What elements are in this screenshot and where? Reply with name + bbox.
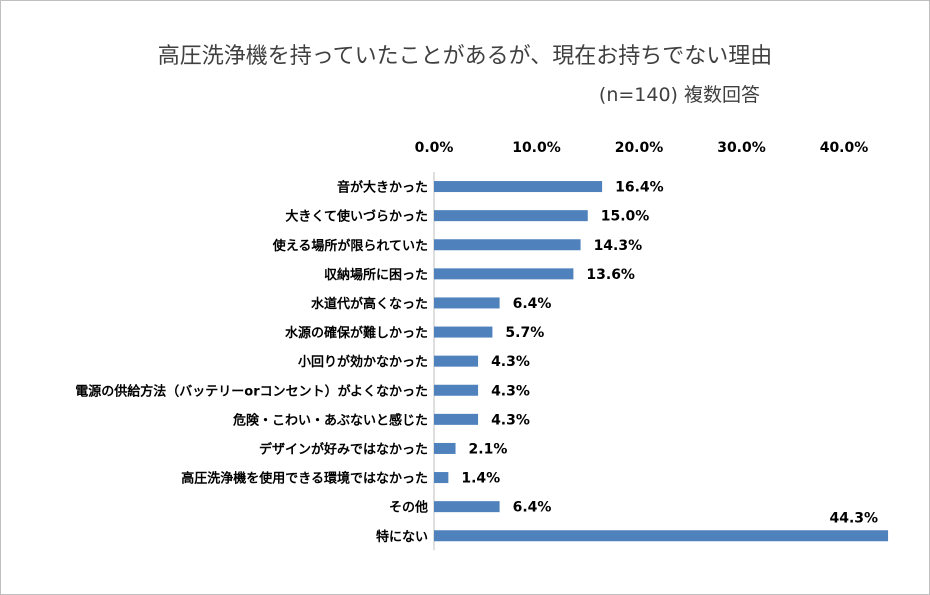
x-tick-label: 40.0%	[820, 140, 869, 156]
category-label: 収納場所に困った	[324, 267, 428, 283]
bar	[434, 530, 889, 542]
bar	[434, 442, 456, 454]
bar	[434, 355, 479, 367]
value-label: 44.3%	[829, 510, 878, 526]
value-label: 14.3%	[594, 238, 643, 254]
category-label: 音が大きかった	[337, 180, 428, 196]
bar	[434, 297, 500, 309]
value-label: 13.6%	[586, 267, 635, 283]
category-label: 危険・こわい・あぶないと感じた	[233, 412, 428, 428]
category-label: 水道代が高くなった	[311, 296, 428, 312]
category-label: 使える場所が限られていた	[272, 238, 428, 254]
value-label: 4.3%	[491, 383, 530, 399]
bar	[434, 326, 493, 338]
category-label: 電源の供給方法（バッテリーorコンセント）がよくなかった	[75, 383, 428, 399]
bar	[434, 181, 603, 193]
value-label: 4.3%	[491, 412, 530, 428]
bars	[434, 181, 889, 542]
category-label: 高圧洗浄機を使用できる環境ではなかった	[181, 471, 428, 487]
bar	[434, 268, 574, 280]
value-label: 16.4%	[615, 180, 664, 196]
category-label: 小回りが効かなかった	[298, 354, 428, 370]
value-label: 15.0%	[601, 209, 650, 225]
value-label: 2.1%	[469, 441, 508, 457]
chart-subtitle: (n=140) 複数回答	[598, 84, 760, 106]
value-label: 4.3%	[491, 354, 530, 370]
x-tick-label: 10.0%	[512, 140, 561, 156]
category-label: 特にない	[376, 529, 428, 545]
chart-title: 高圧洗浄機を持っていたことがあるが、現在お持ちでない理由	[157, 44, 773, 69]
value-label: 6.4%	[513, 500, 552, 516]
value-labels: 16.4% 15.0% 14.3% 13.6% 6.4% 5.7% 4.3% 4.3% 4.3%…	[461, 180, 878, 527]
x-tick-label: 30.0%	[717, 140, 766, 156]
category-label: デザインが好みではなかった	[259, 441, 428, 457]
category-label: 水源の確保が難しかった	[285, 325, 428, 341]
value-label: 5.7%	[505, 325, 544, 341]
bar	[434, 472, 449, 484]
category-label: 大きくて使いづらかった	[285, 209, 428, 225]
x-tick-label: 0.0%	[415, 140, 454, 156]
value-label: 1.4%	[461, 471, 500, 487]
x-tick-label: 20.0%	[615, 140, 664, 156]
category-label: その他	[389, 500, 428, 516]
bar	[434, 413, 479, 425]
bar	[434, 210, 588, 222]
category-labels: 音が大きかった大きくて使いづらかった使える場所が限られていた収納場所に困った水道…	[75, 180, 428, 545]
bar	[434, 501, 500, 513]
value-label: 6.4%	[513, 296, 552, 312]
bar	[434, 239, 581, 251]
bar	[434, 384, 479, 396]
x-axis-ticks: 0.0% 10.0% 20.0% 30.0% 40.0%	[415, 140, 869, 156]
